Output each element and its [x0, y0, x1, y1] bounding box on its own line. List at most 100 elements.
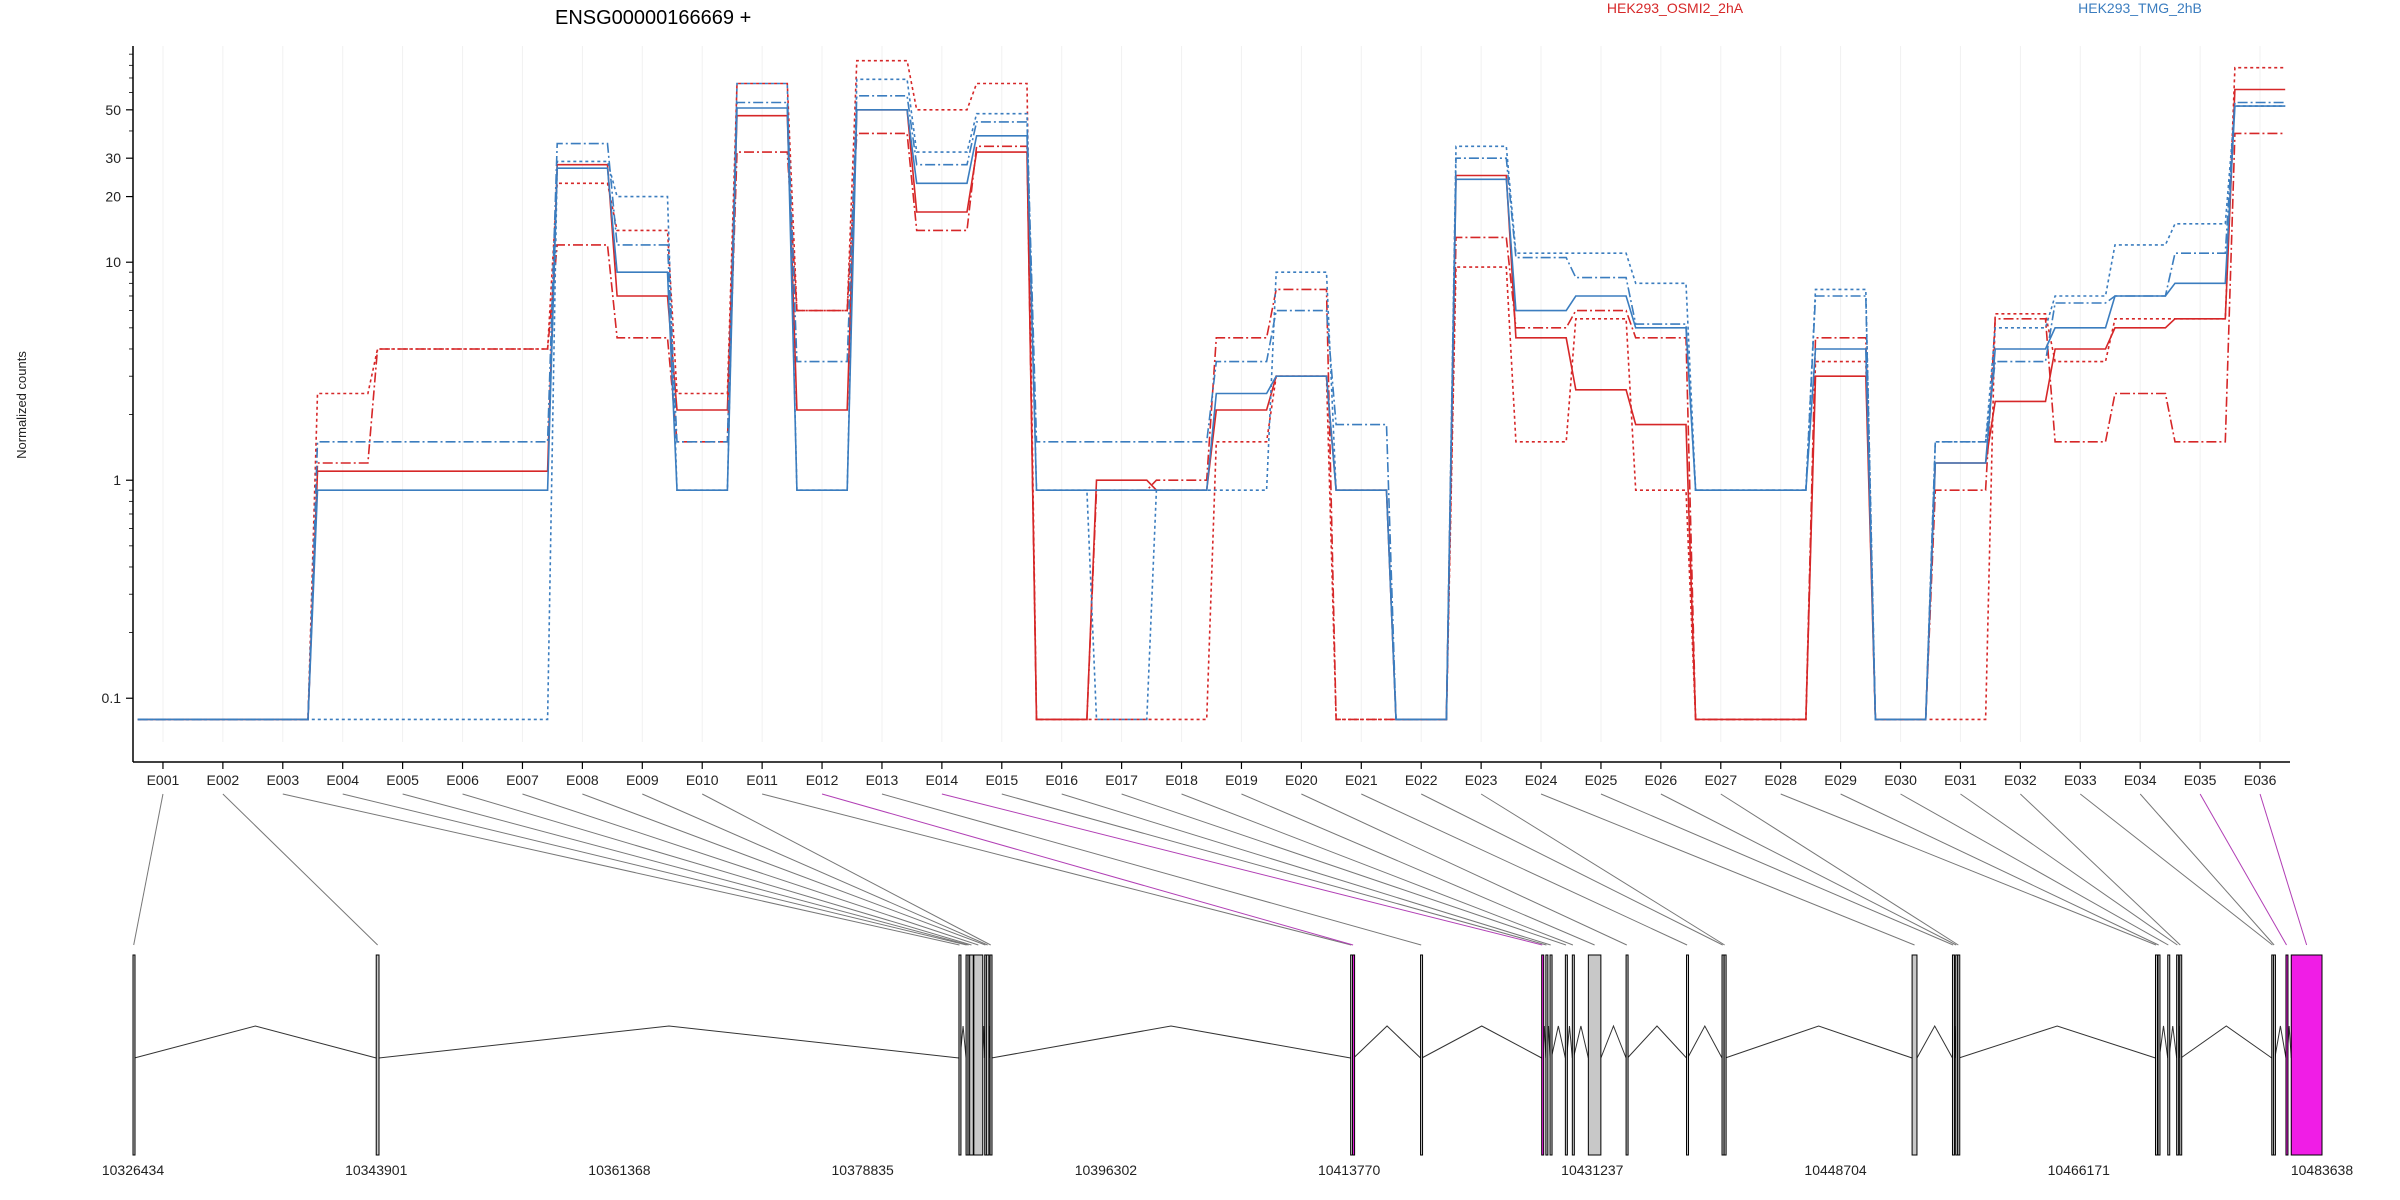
x-tick-label-e017: E017	[1105, 772, 1138, 788]
intron-line	[991, 1025, 1351, 1059]
exon-box-e021	[1686, 954, 1690, 1156]
exon-connectors	[133, 793, 2308, 946]
exon-box-e024	[1911, 954, 1918, 1156]
connector-e014	[941, 793, 1543, 946]
intron-line	[2158, 1025, 2169, 1059]
x-tick-label-e010: E010	[686, 772, 719, 788]
series-hek293_tmg_2hb-solid	[137, 105, 2286, 721]
x-tick-label-e006: E006	[446, 772, 479, 788]
x-tick-label-e031: E031	[1944, 772, 1977, 788]
intron-line	[134, 1025, 377, 1059]
intron-line	[1687, 1024, 1723, 1059]
connector-e001	[133, 793, 164, 946]
exon-box-e023	[1723, 954, 1727, 1156]
y-tick-label: 10	[105, 254, 121, 270]
exon-box-e017	[1564, 954, 1568, 1156]
connector-e022	[1420, 793, 1723, 946]
connector-e005	[402, 793, 969, 946]
exon-box-e036	[2290, 954, 2323, 1156]
x-tick-label-e029: E029	[1824, 772, 1857, 788]
series-hek293_tmg_2hb-dotted	[137, 78, 2286, 721]
intron-line	[1600, 1024, 1627, 1059]
genomic-coordinate-label: 10431237	[1561, 1162, 1624, 1178]
genomic-coordinate-label: 10396302	[1075, 1162, 1138, 1178]
connector-e008	[582, 793, 986, 946]
legend-entry-tmg: HEK293_TMG_2hB	[2078, 0, 2202, 16]
x-tick-label-e033: E033	[2064, 772, 2097, 788]
plot-grid	[162, 46, 2261, 742]
intron-line	[1353, 1025, 1421, 1059]
x-tick-label-e020: E020	[1285, 772, 1318, 788]
intron-line	[1572, 1025, 1589, 1059]
x-tick-label-e003: E003	[266, 772, 299, 788]
x-tick-label-e016: E016	[1045, 772, 1078, 788]
exon-box-e028	[2154, 954, 2158, 1156]
x-tick-label-e021: E021	[1345, 772, 1378, 788]
exon-box-e012	[1352, 954, 1356, 1156]
legend-entry-osmi2: HEK293_OSMI2_2hA	[1607, 0, 1744, 16]
x-tick-label-e022: E022	[1405, 772, 1438, 788]
x-tick-label-e032: E032	[2004, 772, 2037, 788]
y-tick-label: 20	[105, 189, 121, 205]
y-tick-label: 50	[105, 102, 121, 118]
genomic-coordinate-label: 10378835	[832, 1162, 895, 1178]
connector-e032	[2020, 793, 2181, 946]
series-line	[137, 59, 2286, 721]
connector-e029	[1840, 793, 2159, 946]
connector-e033	[2079, 793, 2273, 946]
connector-e036	[2259, 793, 2308, 946]
connector-e019	[1241, 793, 1595, 946]
connector-e002	[222, 793, 378, 946]
x-tick-label-e034: E034	[2124, 772, 2157, 788]
intron-line	[1916, 1024, 1953, 1059]
x-tick-label-e027: E027	[1704, 772, 1737, 788]
exon-box-e007	[973, 954, 984, 1156]
connector-e035	[2199, 793, 2287, 946]
x-tick-label-e036: E036	[2244, 772, 2277, 788]
chart-labels: ENSG00000166669 + Normalized counts HEK2…	[14, 0, 2202, 459]
x-tick-label-e028: E028	[1764, 772, 1797, 788]
x-tick-label-e011: E011	[746, 772, 778, 788]
intron-line	[2180, 1025, 2273, 1059]
exon-box-e032	[2179, 954, 2183, 1156]
connector-e021	[1361, 793, 1688, 946]
exon-box-e018	[1571, 954, 1575, 1156]
connector-e017	[1121, 793, 1567, 946]
intron-line	[1421, 1025, 1542, 1059]
series-hek293_osmi2_2ha-dotted	[137, 59, 2286, 721]
intron-line	[1550, 1025, 1566, 1059]
genomic-coordinate-label: 10361368	[588, 1162, 651, 1178]
x-tick-label-e001: E001	[147, 772, 180, 788]
exon-box-e016	[1549, 954, 1553, 1156]
y-tick-label: 0.1	[102, 690, 122, 706]
series-line	[137, 105, 2286, 721]
connector-e003	[282, 793, 960, 946]
x-tick-label-e024: E024	[1525, 772, 1558, 788]
genomic-coordinate-label: 10343901	[345, 1162, 408, 1178]
connector-e028	[1780, 793, 2157, 946]
x-tick-label-e007: E007	[506, 772, 539, 788]
exon-box-e009	[985, 954, 990, 1156]
intron-line	[2274, 1025, 2287, 1059]
x-tick-label-e025: E025	[1585, 772, 1618, 788]
genomic-coordinate-label: 10466171	[2048, 1162, 2111, 1178]
exon-box-e014	[1541, 954, 1545, 1156]
series-line	[137, 132, 2286, 721]
x-tick-label-e013: E013	[866, 772, 899, 788]
connector-e016	[1061, 793, 1551, 946]
genomic-coordinate-label: 10413770	[1318, 1162, 1381, 1178]
exon-box-e035	[2285, 954, 2289, 1156]
genomic-coordinate-label: 10326434	[102, 1162, 165, 1178]
intron-line	[1627, 1025, 1687, 1059]
x-tick-label-e019: E019	[1225, 772, 1258, 788]
x-tick-label-e008: E008	[566, 772, 599, 788]
connector-e030	[1900, 793, 2169, 946]
connector-e009	[642, 793, 988, 946]
exon-box-e034	[2272, 954, 2276, 1156]
connector-e011	[762, 793, 1352, 946]
chart-title: ENSG00000166669 +	[555, 7, 751, 29]
exon-box-e010	[989, 954, 993, 1156]
series-hek293_osmi2_2ha-dashed	[137, 132, 2286, 721]
x-tick-label-e009: E009	[626, 772, 659, 788]
